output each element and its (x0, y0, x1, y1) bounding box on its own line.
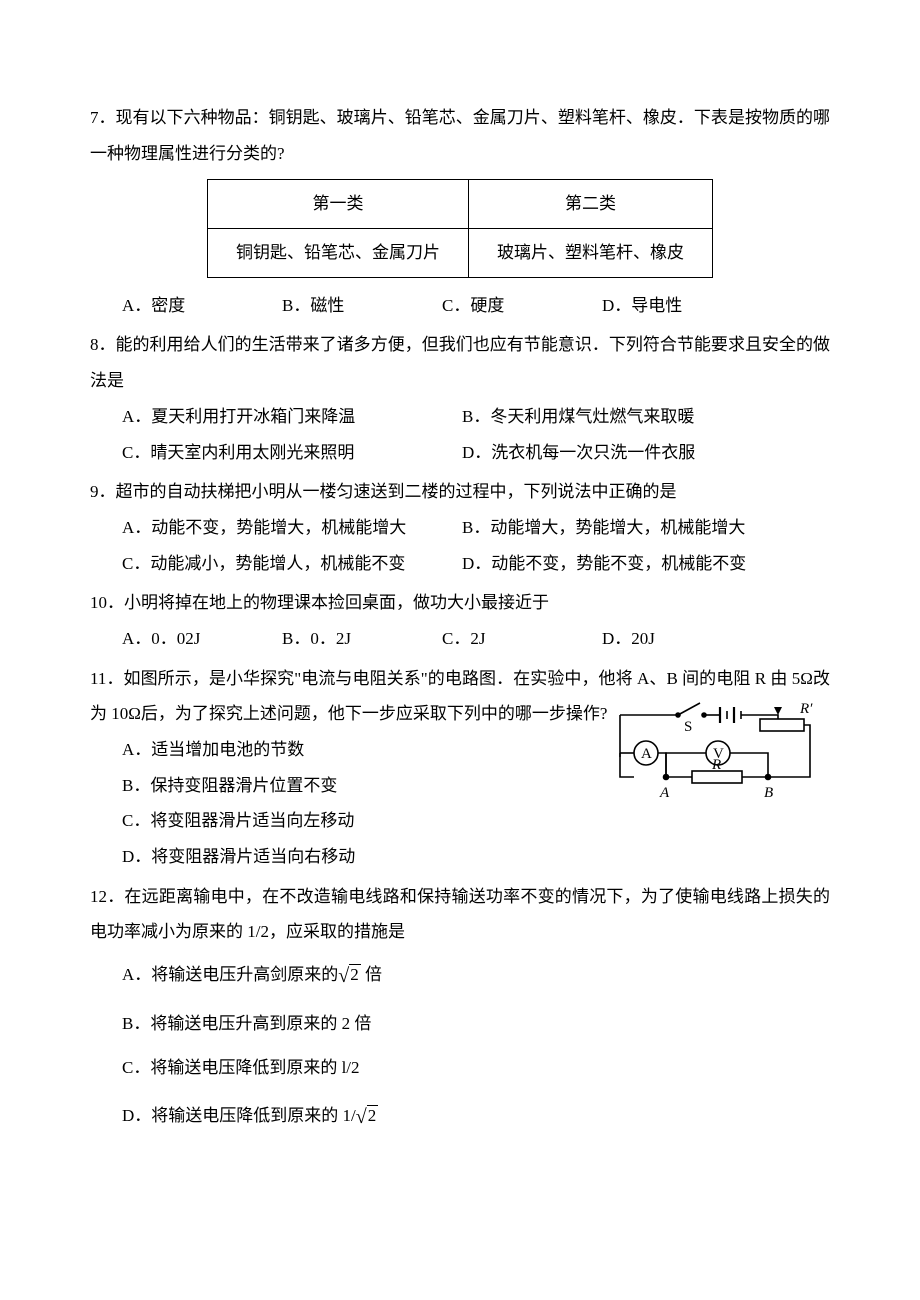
q12-a-rad: 2 (349, 964, 361, 984)
q12-options: A．将输送电压升高剑原来的√2 倍 B．将输送电压升高到原来的 2 倍 C．将输… (90, 950, 830, 1142)
q9-opt-c: C．动能减小，势能增人，机械能不变 (122, 546, 462, 582)
q9-opt-a: A．动能不变，势能增大，机械能增大 (122, 510, 462, 546)
circuit-diagram: S R′ A V R A B (600, 697, 820, 807)
q8-options: A．夏天利用打开冰箱门来降温 B．冬天利用煤气灶燃气来取暖 C．晴天室内利用太刚… (90, 399, 830, 470)
circuit-svg: S R′ A V R A B (600, 697, 820, 807)
q10-opt-a: A．0．02J (122, 621, 282, 657)
q7-opt-d: D．导电性 (602, 288, 762, 324)
q10-opt-d: D．20J (602, 621, 762, 657)
q11-opt-c: C．将变阻器滑片适当向左移动 (122, 803, 510, 839)
q7-opt-a: A．密度 (122, 288, 282, 324)
q7-td-1: 铜钥匙、铅笔芯、金属刀片 (208, 229, 469, 278)
q10-options: A．0．02J B．0．2J C．2J D．20J (90, 621, 830, 657)
q7-text: 7．现有以下六种物品：铜钥匙、玻璃片、铅笔芯、金属刀片、塑料笔杆、橡皮．下表是按… (90, 100, 830, 171)
q8-opt-a: A．夏天利用打开冰箱门来降温 (122, 399, 462, 435)
q11-opt-b: B．保持变阻器滑片位置不变 (122, 768, 510, 804)
table-row: 铜钥匙、铅笔芯、金属刀片 玻璃片、塑料笔杆、橡皮 (208, 229, 713, 278)
q10-text: 10．小明将掉在地上的物理课本捡回桌面，做功大小最接近于 (90, 585, 830, 621)
q12-a-pre: A．将输送电压升高剑原来的 (122, 965, 338, 984)
sqrt-icon: √2 (356, 1106, 378, 1125)
question-7: 7．现有以下六种物品：铜钥匙、玻璃片、铅笔芯、金属刀片、塑料笔杆、橡皮．下表是按… (90, 100, 830, 323)
q12-opt-a: A．将输送电压升高剑原来的√2 倍 (122, 950, 830, 1002)
q8-row-2: C．晴天室内利用太刚光来照明 D．洗衣机每一次只洗一件衣服 (122, 435, 830, 471)
sqrt-icon: √2 (338, 965, 360, 984)
rheostat-label: R′ (799, 701, 813, 717)
question-8: 8．能的利用给人们的生活带来了诸多方便，但我们也应有节能意识．下列符合节能要求且… (90, 327, 830, 470)
question-10: 10．小明将掉在地上的物理课本捡回桌面，做功大小最接近于 A．0．02J B．0… (90, 585, 830, 656)
q12-a-suf: 倍 (361, 965, 382, 984)
q9-options: A．动能不变，势能增大，机械能增大 B．动能增大，势能增大，机械能增大 C．动能… (90, 510, 830, 581)
question-9: 9．超市的自动扶梯把小明从一楼匀速送到二楼的过程中，下列说法中正确的是 A．动能… (90, 474, 830, 581)
q7-options: A．密度 B．磁性 C．硬度 D．导电性 (90, 288, 830, 324)
q7-th-2: 第二类 (469, 180, 713, 229)
q12-text: 12．在远距离输电中，在不改造输电线路和保持输送功率不变的情况下，为了使输电线路… (90, 879, 830, 950)
q8-opt-d: D．洗衣机每一次只洗一件衣服 (462, 435, 695, 471)
q12-opt-b: B．将输送电压升高到原来的 2 倍 (122, 1002, 830, 1046)
q7-table: 第一类 第二类 铜钥匙、铅笔芯、金属刀片 玻璃片、塑料笔杆、橡皮 (207, 179, 713, 277)
q7-opt-b: B．磁性 (282, 288, 442, 324)
q8-row-1: A．夏天利用打开冰箱门来降温 B．冬天利用煤气灶燃气来取暖 (122, 399, 830, 435)
q12-opt-c: C．将输送电压降低到原来的 l/2 (122, 1046, 830, 1090)
q7-th-1: 第一类 (208, 180, 469, 229)
node-b-label: B (764, 785, 773, 801)
resistor-label: R (711, 757, 721, 773)
q7-opt-c: C．硬度 (442, 288, 602, 324)
switch-label: S (684, 719, 692, 735)
q10-opt-b: B．0．2J (282, 621, 442, 657)
q8-opt-b: B．冬天利用煤气灶燃气来取暖 (462, 399, 694, 435)
question-12: 12．在远距离输电中，在不改造输电线路和保持输送功率不变的情况下，为了使输电线路… (90, 879, 830, 1143)
q8-text: 8．能的利用给人们的生活带来了诸多方便，但我们也应有节能意识．下列符合节能要求且… (90, 327, 830, 398)
q7-table-wrap: 第一类 第二类 铜钥匙、铅笔芯、金属刀片 玻璃片、塑料笔杆、橡皮 (90, 179, 830, 277)
q9-opt-b: B．动能增大，势能增大，机械能增大 (462, 510, 745, 546)
q9-row-1: A．动能不变，势能增大，机械能增大 B．动能增大，势能增大，机械能增大 (122, 510, 830, 546)
ammeter-label: A (641, 746, 652, 762)
q11-opt-d: D．将变阻器滑片适当向右移动 (122, 839, 510, 875)
node-a-label: A (659, 785, 670, 801)
q12-d-pre: D．将输送电压降低到原来的 1/ (122, 1106, 356, 1125)
q9-row-2: C．动能减小，势能增人，机械能不变 D．动能不变，势能不变，机械能不变 (122, 546, 830, 582)
table-row: 第一类 第二类 (208, 180, 713, 229)
q9-opt-d: D．动能不变，势能不变，机械能不变 (462, 546, 746, 582)
q12-opt-d: D．将输送电压降低到原来的 1/√2 (122, 1091, 830, 1143)
q11-options: A．适当增加电池的节数 B．保持变阻器滑片位置不变 C．将变阻器滑片适当向左移动… (90, 732, 510, 875)
q7-td-2: 玻璃片、塑料笔杆、橡皮 (469, 229, 713, 278)
question-11: 11．如图所示，是小华探究"电流与电阻关系"的电路图．在实验中，他将 A、B 间… (90, 661, 830, 875)
q11-opt-a: A．适当增加电池的节数 (122, 732, 510, 768)
q9-text: 9．超市的自动扶梯把小明从一楼匀速送到二楼的过程中，下列说法中正确的是 (90, 474, 830, 510)
q8-opt-c: C．晴天室内利用太刚光来照明 (122, 435, 462, 471)
q12-d-rad: 2 (367, 1105, 379, 1125)
q10-opt-c: C．2J (442, 621, 602, 657)
